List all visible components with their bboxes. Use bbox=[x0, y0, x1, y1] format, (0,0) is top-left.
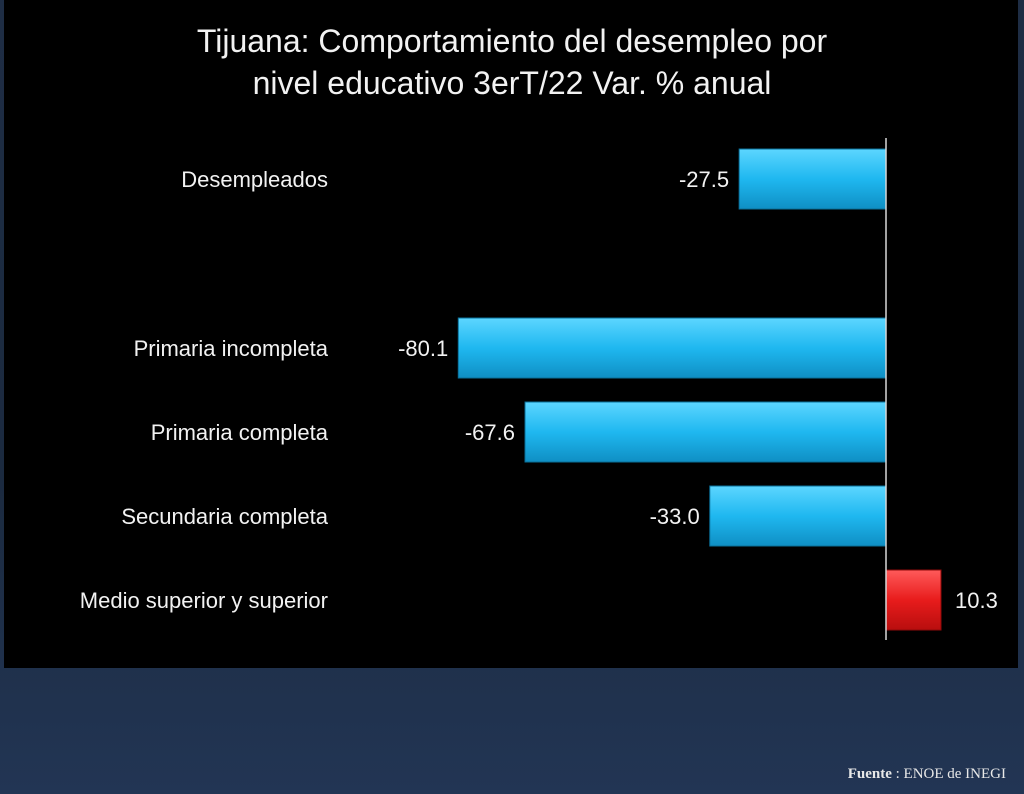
bar-1 bbox=[738, 148, 887, 210]
bar-chart: Desempleados -27.5 Primaria incompleta -80.… bbox=[80, 138, 998, 640]
value-label-4: -33.0 bbox=[650, 504, 700, 529]
source-label: Fuente bbox=[847, 766, 892, 782]
source-note: Fuente : ENOE de INEGI bbox=[848, 766, 1006, 783]
value-label-2: -80.1 bbox=[398, 336, 448, 361]
category-label-3: Primaria completa bbox=[151, 420, 329, 445]
category-label-5: Medio superior y superior bbox=[80, 588, 328, 613]
source-text: ENOE de INEGI bbox=[903, 766, 1006, 782]
value-label-3: -67.6 bbox=[465, 420, 515, 445]
bar-2 bbox=[457, 317, 887, 379]
value-label-5: 10.3 bbox=[955, 588, 998, 613]
chart-title-line-2: nivel educativo 3erT/22 Var. % anual bbox=[252, 65, 772, 101]
bar-3 bbox=[524, 401, 887, 463]
bar-4 bbox=[709, 485, 887, 547]
category-label-4: Secundaria completa bbox=[121, 504, 328, 529]
category-label-2: Primaria incompleta bbox=[134, 336, 329, 361]
value-label-1: -27.5 bbox=[679, 167, 729, 192]
chart-title: Tijuana: Comportamiento del desempleo po… bbox=[0, 20, 1024, 104]
bar-5 bbox=[885, 569, 942, 631]
chart-title-line-1: Tijuana: Comportamiento del desempleo po… bbox=[196, 23, 828, 59]
source-separator: : bbox=[895, 766, 900, 782]
category-label-1: Desempleados bbox=[181, 167, 328, 192]
bars-layer: Desempleados -27.5 Primaria incompleta -80.… bbox=[80, 148, 998, 631]
